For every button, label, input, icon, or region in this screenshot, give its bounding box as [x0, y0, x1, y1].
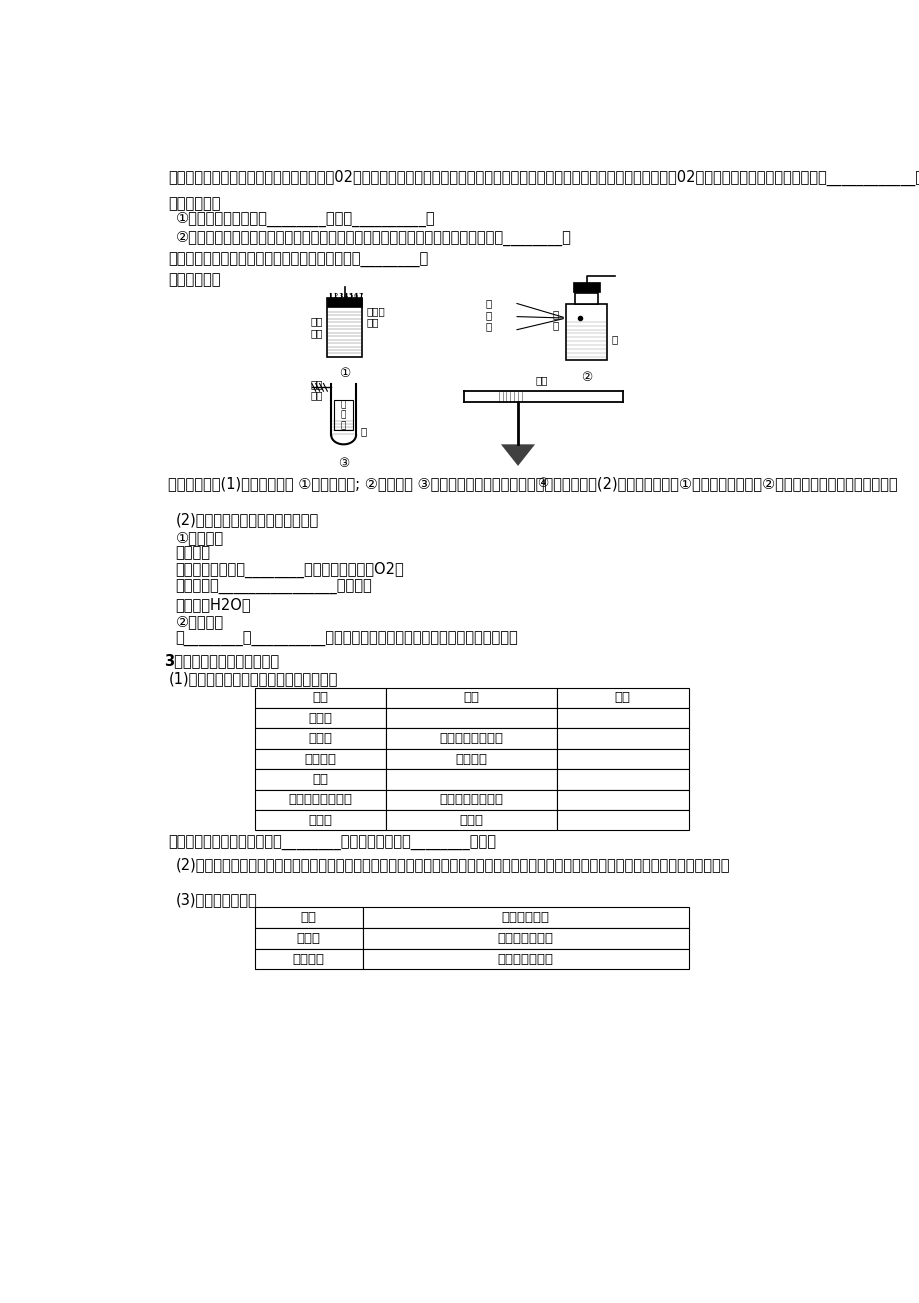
Text: ②: ② — [580, 371, 592, 384]
Bar — [255, 708, 386, 728]
Text: 【实验原理】红磷在密闭容器中与空气中的02发生反应，使密闭容器中压强减小，水被压入容器，进入容器中水的体积约等于消耗02的体积。红磷燃烧的化学方程式为_____: 【实验原理】红磷在密闭容器中与空气中的02发生反应，使密闭容器中压强减小，水被压… — [168, 171, 919, 186]
Text: 拉瓦锡: 拉瓦锡 — [297, 932, 321, 945]
Text: 水: 水 — [360, 426, 367, 437]
Text: 【误差分析】(1)测量结果偏低 ①红磷量不足; ②装置漏气 ③未等到集气瓶冷却到室温，就打开弹簧夹。(2)测量结果偏高：①导气管没有夹紧；②燃烧匙伸入集气瓶的速: 【误差分析】(1)测量结果偏低 ①红磷量不足; ②装置漏气 ③未等到集气瓶冷却到… — [168, 476, 897, 491]
Bar — [255, 728, 386, 749]
Text: 金刚石: 金刚石 — [308, 711, 332, 724]
Text: 石墨: 石墨 — [312, 773, 328, 786]
Text: 【实验结论】空气中氧气的体积约占空气总体积的________。: 【实验结论】空气中氧气的体积约占空气总体积的________。 — [168, 253, 428, 267]
Bar — [255, 928, 363, 949]
Text: 从上表可以看出：物质的性质________用途，物质的用途________性质。: 从上表可以看出：物质的性质________用途，物质的用途________性质。 — [168, 835, 496, 851]
Bar — [573, 281, 599, 292]
Bar — [255, 749, 386, 769]
Text: 6: 6 — [353, 293, 357, 298]
Bar — [327, 298, 362, 357]
Bar — [574, 293, 597, 304]
Text: 4: 4 — [343, 293, 347, 298]
Bar — [327, 298, 362, 308]
Text: 导电性: 导电性 — [308, 814, 332, 827]
Text: 人名: 人名 — [301, 911, 316, 924]
Text: 化学研究成果: 化学研究成果 — [501, 911, 550, 924]
Text: 由________或__________物质混合而成的物质。如空气、食盐水、糖水等。: 由________或__________物质混合而成的物质。如空气、食盐水、糖水… — [176, 632, 517, 648]
Text: 可移动
活塞: 可移动 活塞 — [367, 306, 385, 327]
Text: 物质: 物质 — [312, 692, 328, 705]
Bar — [334, 400, 353, 430]
Text: 【实验现象】: 【实验现象】 — [168, 197, 221, 211]
Text: 作润滑剂、铅笔芯: 作润滑剂、铅笔芯 — [439, 794, 503, 807]
Bar — [255, 769, 386, 790]
Bar — [565, 304, 607, 361]
Bar — [255, 907, 363, 928]
Text: 3．研究物质的用途和制法。: 3．研究物质的用途和制法。 — [165, 653, 279, 668]
Bar — [255, 790, 386, 810]
Text: 硬度大: 硬度大 — [308, 732, 332, 745]
Bar — [386, 769, 556, 790]
Bar — [255, 949, 363, 969]
Text: 作电极: 作电极 — [459, 814, 483, 827]
Text: 研究空气的成分: 研究空气的成分 — [497, 932, 553, 945]
Bar — [386, 790, 556, 810]
Text: (3)化学研究成果。: (3)化学研究成果。 — [176, 891, 257, 907]
Text: 黑色、质软、滑腻: 黑色、质软、滑腻 — [288, 794, 352, 807]
Text: 门捷列夫: 门捷列夫 — [292, 952, 324, 966]
Bar — [556, 728, 687, 749]
Text: 化合物：由________________组成的纯: 化合物：由________________组成的纯 — [176, 580, 372, 595]
Bar — [556, 708, 687, 728]
Bar — [556, 769, 687, 790]
Text: 白磷
热水: 白磷 热水 — [311, 317, 323, 337]
Bar — [363, 949, 687, 969]
Text: 7: 7 — [358, 293, 362, 298]
Text: 1: 1 — [328, 293, 333, 298]
Text: ③: ③ — [337, 456, 349, 469]
Bar — [386, 688, 556, 708]
Bar — [386, 810, 556, 830]
Text: 性质: 性质 — [463, 692, 479, 705]
Text: 【装置改进】: 【装置改进】 — [168, 272, 221, 287]
Text: 水: 水 — [610, 335, 617, 344]
Bar — [255, 810, 386, 830]
Text: 白
磷: 白 磷 — [551, 309, 558, 331]
Text: 净物，如H2O等: 净物，如H2O等 — [176, 597, 251, 612]
Text: ①: ① — [339, 367, 350, 380]
Bar — [363, 928, 687, 949]
Bar — [386, 749, 556, 769]
Text: 5: 5 — [348, 293, 352, 298]
Text: ①纯净物。: ①纯净物。 — [176, 530, 223, 545]
Bar — [386, 708, 556, 728]
Text: 太
阳
光: 太 阳 光 — [485, 298, 491, 331]
Bar — [386, 728, 556, 749]
Text: (2)混合物和纯净物（高频考点）。: (2)混合物和纯净物（高频考点）。 — [176, 512, 318, 528]
Bar — [255, 688, 386, 708]
Text: ②混合物。: ②混合物。 — [176, 615, 223, 629]
Text: 电
阻
丝: 电 阻 丝 — [341, 400, 346, 430]
Text: 制造钻石: 制造钻石 — [455, 753, 487, 766]
Text: 3: 3 — [338, 293, 343, 298]
Text: (1)物质的性质和用途（以碳单质为例）。: (1)物质的性质和用途（以碳单质为例）。 — [168, 671, 337, 685]
Bar — [363, 907, 687, 928]
Text: (2)合理利用和保护自然资源，如以煤、石油、天然气等为原料，通过化学工艺，制造和合成价值更高的药物、化学纤维、塑料和橡胶等产品。: (2)合理利用和保护自然资源，如以煤、石油、天然气等为原料，通过化学工艺，制造和… — [176, 857, 729, 872]
Polygon shape — [501, 444, 535, 466]
Text: 光学性质: 光学性质 — [304, 753, 336, 766]
Text: ②装置冷却至室温后，打开弹簧夹，水沿导管进入集气瓶中的体积约占集气瓶容积的________。: ②装置冷却至室温后，打开弹簧夹，水沿导管进入集气瓶中的体积约占集气瓶容积的___… — [176, 231, 571, 246]
Bar — [556, 790, 687, 810]
Bar — [556, 810, 687, 830]
Text: ④: ④ — [537, 477, 549, 490]
Bar — [556, 749, 687, 769]
Text: 铜丝: 铜丝 — [535, 375, 547, 386]
Text: 用途: 用途 — [614, 692, 630, 705]
Text: 2: 2 — [333, 293, 337, 298]
Bar — [556, 688, 687, 708]
Text: 只由一种: 只由一种 — [176, 545, 210, 560]
Text: 物质组成单质：由________组成的纯净物，如O2等: 物质组成单质：由________组成的纯净物，如O2等 — [176, 562, 403, 579]
Text: 足量
白磷: 足量 白磷 — [311, 379, 323, 400]
Text: 发现元素周期表: 发现元素周期表 — [497, 952, 553, 966]
Text: 切割玻璃、作刻刀: 切割玻璃、作刻刀 — [439, 732, 503, 745]
Text: ①红磷燃烧，产生大量________，放出__________。: ①红磷燃烧，产生大量________，放出__________。 — [176, 212, 435, 227]
